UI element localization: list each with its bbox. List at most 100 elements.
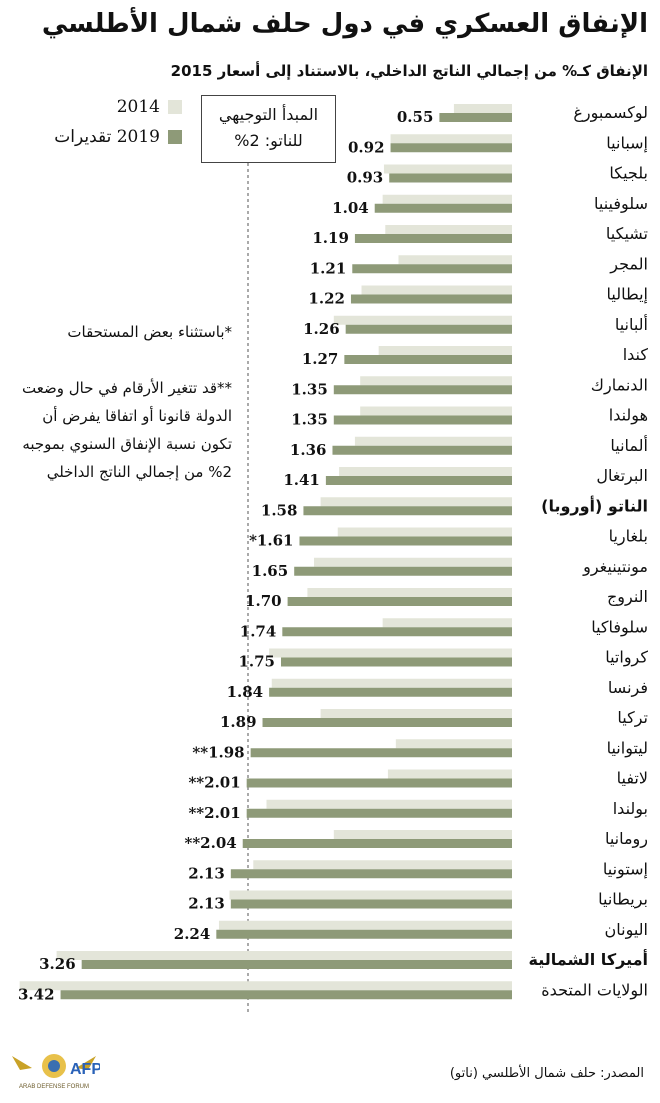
value-label: *1.61 (249, 532, 293, 550)
bar-2019 (303, 506, 512, 516)
value-label: 2.24 (174, 925, 211, 943)
value-label: 1.74 (240, 622, 277, 640)
category-label: بريطانيا (598, 890, 648, 910)
bar-2019 (374, 203, 512, 213)
bar-2014 (229, 890, 512, 900)
chart-title: الإنفاق العسكري في دول حلف شمال الأطلسي (41, 9, 648, 39)
value-label: 1.36 (290, 441, 327, 459)
bar-2019 (246, 808, 512, 818)
value-label: 2.13 (188, 864, 225, 882)
value-label: 1.27 (302, 350, 339, 368)
guideline-line1: المبدأ التوجيهي (218, 105, 319, 124)
bar-2014 (19, 981, 512, 991)
bar-2014 (271, 678, 512, 688)
bar-2019 (81, 960, 513, 969)
value-label: 3.26 (39, 955, 76, 973)
guideline-line2: للناتو: 2% (234, 131, 303, 150)
category-label: بلجيكا (609, 164, 648, 183)
bar-2014 (339, 467, 512, 476)
footnote-2: **قد تتغير الأرقام في حال وضعت الدولة قا… (22, 379, 232, 481)
bar-2019 (242, 839, 512, 848)
bar-2019 (299, 536, 512, 546)
bar-2019 (354, 234, 512, 243)
value-label: 1.65 (252, 562, 289, 580)
bar-2019 (350, 294, 512, 304)
bar-2014 (56, 951, 512, 960)
bar-2014 (354, 436, 512, 446)
bar-2019 (390, 143, 512, 153)
bar-2014 (269, 648, 512, 658)
value-label: 1.84 (227, 683, 264, 701)
bar-2019 (294, 566, 512, 576)
bar-2019 (216, 929, 512, 939)
value-label: **2.01 (188, 804, 240, 822)
bar-2014 (218, 920, 512, 930)
bar-2019 (60, 990, 513, 1000)
category-label: الناتو (أوروبا) (541, 495, 648, 515)
value-label: 1.70 (245, 592, 282, 610)
bar-2019 (333, 385, 512, 395)
bar-2019 (325, 476, 512, 485)
category-label: إسبانيا (606, 133, 648, 152)
value-label: 0.55 (397, 108, 434, 126)
category-label: تشيكيا (606, 224, 648, 243)
value-label: 1.58 (261, 501, 298, 519)
category-label: لوكسمبورغ (573, 103, 648, 123)
legend-swatch-2019 (168, 130, 182, 144)
bar-2019 (230, 899, 512, 909)
value-label: 0.93 (347, 169, 384, 187)
value-label: 1.35 (291, 411, 328, 429)
bar-2014 (453, 104, 512, 113)
category-label: ليتوانيا (607, 738, 648, 758)
bar-2014 (383, 164, 512, 174)
category-label: ألمانيا (610, 435, 648, 455)
category-label: رومانيا (605, 829, 648, 849)
bar-2019 (332, 445, 512, 455)
legend-label-2014: 2014 (116, 97, 160, 117)
bar-2019 (352, 264, 512, 274)
afp-logo-icon: AFP ARAB DEFENSE FORUM (12, 1054, 100, 1090)
source-credit: المصدر: حلف شمال الأطلسي (ناتو) (449, 1066, 644, 1081)
svg-text:AFP: AFP (70, 1061, 100, 1078)
value-label: 2.13 (188, 895, 225, 913)
value-label: 1.22 (308, 290, 345, 308)
legend-label-2019: 2019 تقديرات (54, 127, 160, 147)
category-label: لاتفيا (617, 769, 648, 788)
value-label: 1.26 (303, 320, 340, 338)
category-label: مونتينيغرو (582, 557, 648, 577)
value-label: 1.89 (220, 713, 257, 731)
chart-subtitle: الإنفاق كـ% من إجمالي الناتج الداخلي، با… (170, 62, 648, 80)
bar-2014 (333, 315, 512, 325)
category-label: المجر (609, 254, 648, 274)
bar-2019 (389, 173, 512, 183)
bar-2014 (314, 557, 512, 567)
category-label: اليونان (605, 920, 649, 940)
category-label: النروج (607, 587, 648, 607)
value-label: 0.92 (348, 138, 385, 156)
value-label: 1.41 (283, 471, 320, 489)
category-label: بلغاريا (609, 527, 648, 547)
bar-2014 (385, 225, 512, 234)
bar-2014 (333, 830, 512, 839)
value-label: 3.42 (18, 985, 55, 1003)
legend-item-2019: 2019 تقديرات (54, 127, 182, 147)
category-label: سلوفينيا (594, 194, 648, 214)
bar-2019 (345, 324, 512, 334)
bar-2019 (344, 355, 512, 364)
bar-2014 (266, 799, 512, 809)
bar-2019 (246, 778, 512, 788)
value-label: 1.04 (332, 199, 369, 217)
category-label: الدنمارك (591, 375, 648, 395)
bar-2014 (360, 406, 512, 416)
legend-swatch-2014 (168, 100, 182, 114)
bar-2019 (230, 869, 512, 879)
bar-2014 (395, 739, 512, 749)
category-label: أميركا الشمالية (528, 949, 648, 969)
bar-2014 (361, 285, 512, 295)
category-label: كندا (623, 345, 649, 364)
bar-2014 (398, 255, 512, 265)
bar-2014 (387, 769, 512, 779)
value-label: 1.21 (310, 259, 347, 277)
bar-2014 (382, 194, 512, 204)
